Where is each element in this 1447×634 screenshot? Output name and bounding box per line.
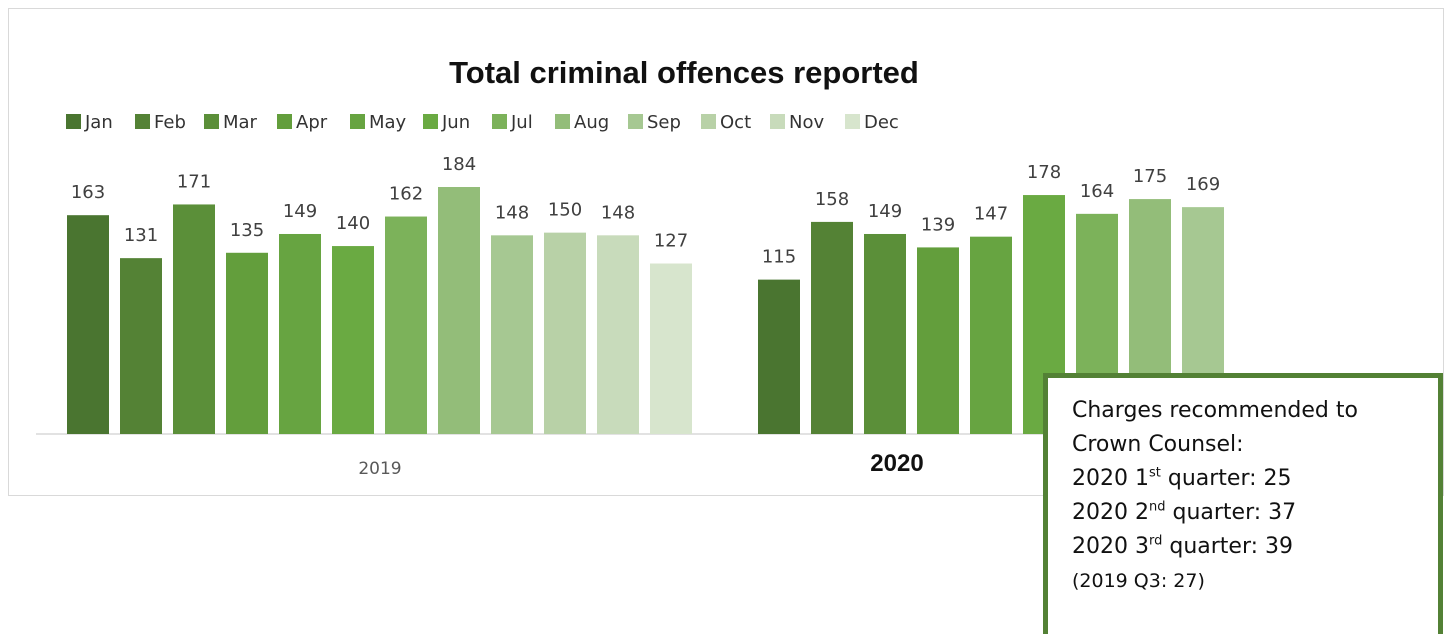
data-label-2020-sep: 169 [1186,174,1220,195]
data-label-2019-oct: 150 [548,200,582,221]
bar-2020-jan [758,279,800,434]
category-labels: 2019 2020 [358,450,923,479]
annotation-box: Charges recommended to Crown Counsel: 20… [1043,373,1443,634]
q3-prefix: 2020 3 [1072,534,1149,559]
bar-2020-mar [864,233,906,434]
bar-2019-jul [385,216,427,434]
data-label-2019-aug: 184 [442,154,476,175]
bar-2020-may [970,236,1012,434]
category-label-2020: 2020 [870,450,923,477]
chart-title: Total criminal offences reported [449,55,919,90]
annotation-quarter-3: 2020 3rd quarter: 39 [1072,530,1428,564]
data-label-2019-apr: 135 [230,220,264,241]
legend-label-aug: Aug [574,112,609,133]
legend-swatch-jan [66,114,81,129]
annotation-comparison: (2019 Q3: 27) [1072,570,1205,592]
data-label-2020-aug: 175 [1133,166,1167,187]
value-labels: 163 131 171 135 149 140 162 184 148 150 148 127 115 1… [71,154,1220,268]
data-label-2019-mar: 171 [177,171,211,192]
q1-ordinal: st [1148,465,1161,481]
bar-2019-oct [544,232,586,434]
q1-suffix: quarter: 25 [1160,466,1292,491]
legend-label-oct: Oct [720,112,751,133]
annotation-quarter-1: 2020 1st quarter: 25 [1072,462,1428,496]
q3-ordinal: rd [1148,533,1163,549]
legend-swatch-jun [423,114,438,129]
category-label-2019: 2019 [358,459,401,479]
legend-label-jan: Jan [84,112,113,133]
data-label-2020-jan: 115 [762,247,796,268]
q2-ordinal: nd [1148,499,1166,515]
data-label-2019-jun: 140 [336,213,370,234]
legend-label-mar: Mar [223,112,258,133]
bar-2020-apr [917,247,959,434]
data-label-2019-dec: 127 [654,231,688,252]
q2-suffix: quarter: 37 [1165,500,1297,525]
bar-2019-nov [597,235,639,434]
legend-swatch-mar [204,114,219,129]
data-label-2020-jul: 164 [1080,181,1114,202]
legend: Jan Feb Mar Apr May Jun Jul Aug Sep Oct Nov Dec [66,112,899,133]
legend-swatch-oct [701,114,716,129]
annotation-line: Crown Counsel: [1072,432,1244,457]
data-label-2020-apr: 139 [921,214,955,235]
legend-swatch-may [350,114,365,129]
legend-swatch-feb [135,114,150,129]
data-label-2019-jan: 163 [71,182,105,203]
bar-2019-jun [332,246,374,434]
data-label-2019-sep: 148 [495,202,529,223]
bar-2020-feb [811,221,853,434]
bar-2019-sep [491,235,533,434]
legend-label-jul: Jul [510,112,533,133]
bar-2019-may [279,233,321,434]
legend-label-sep: Sep [647,112,681,133]
bar-2019-feb [120,258,162,434]
annotation-quarter-2: 2020 2nd quarter: 37 [1072,496,1428,530]
legend-swatch-sep [628,114,643,129]
bar-2019-mar [173,204,215,434]
legend-label-may: May [369,112,407,133]
data-label-2019-may: 149 [283,201,317,222]
q2-prefix: 2020 2 [1072,500,1149,525]
bar-2019-dec [650,263,692,434]
bar-2019-apr [226,252,268,434]
bar-2019-jan [67,215,109,434]
legend-swatch-dec [845,114,860,129]
legend-swatch-aug [555,114,570,129]
legend-swatch-jul [492,114,507,129]
data-label-2019-feb: 131 [124,225,158,246]
annotation-line: Charges recommended to [1072,398,1358,423]
q1-prefix: 2020 1 [1072,466,1149,491]
q3-suffix: quarter: 39 [1162,534,1294,559]
data-label-2020-feb: 158 [815,189,849,210]
legend-label-dec: Dec [864,112,899,133]
legend-label-jun: Jun [441,112,470,133]
data-label-2020-may: 147 [974,204,1008,225]
data-label-2019-nov: 148 [601,202,635,223]
data-label-2019-jul: 162 [389,184,423,205]
legend-label-feb: Feb [154,112,186,133]
legend-swatch-nov [770,114,785,129]
legend-label-nov: Nov [789,112,824,133]
legend-swatch-apr [277,114,292,129]
data-label-2020-mar: 149 [868,201,902,222]
legend-label-apr: Apr [296,112,328,133]
data-label-2020-jun: 178 [1027,162,1061,183]
bar-2019-aug [438,187,480,434]
